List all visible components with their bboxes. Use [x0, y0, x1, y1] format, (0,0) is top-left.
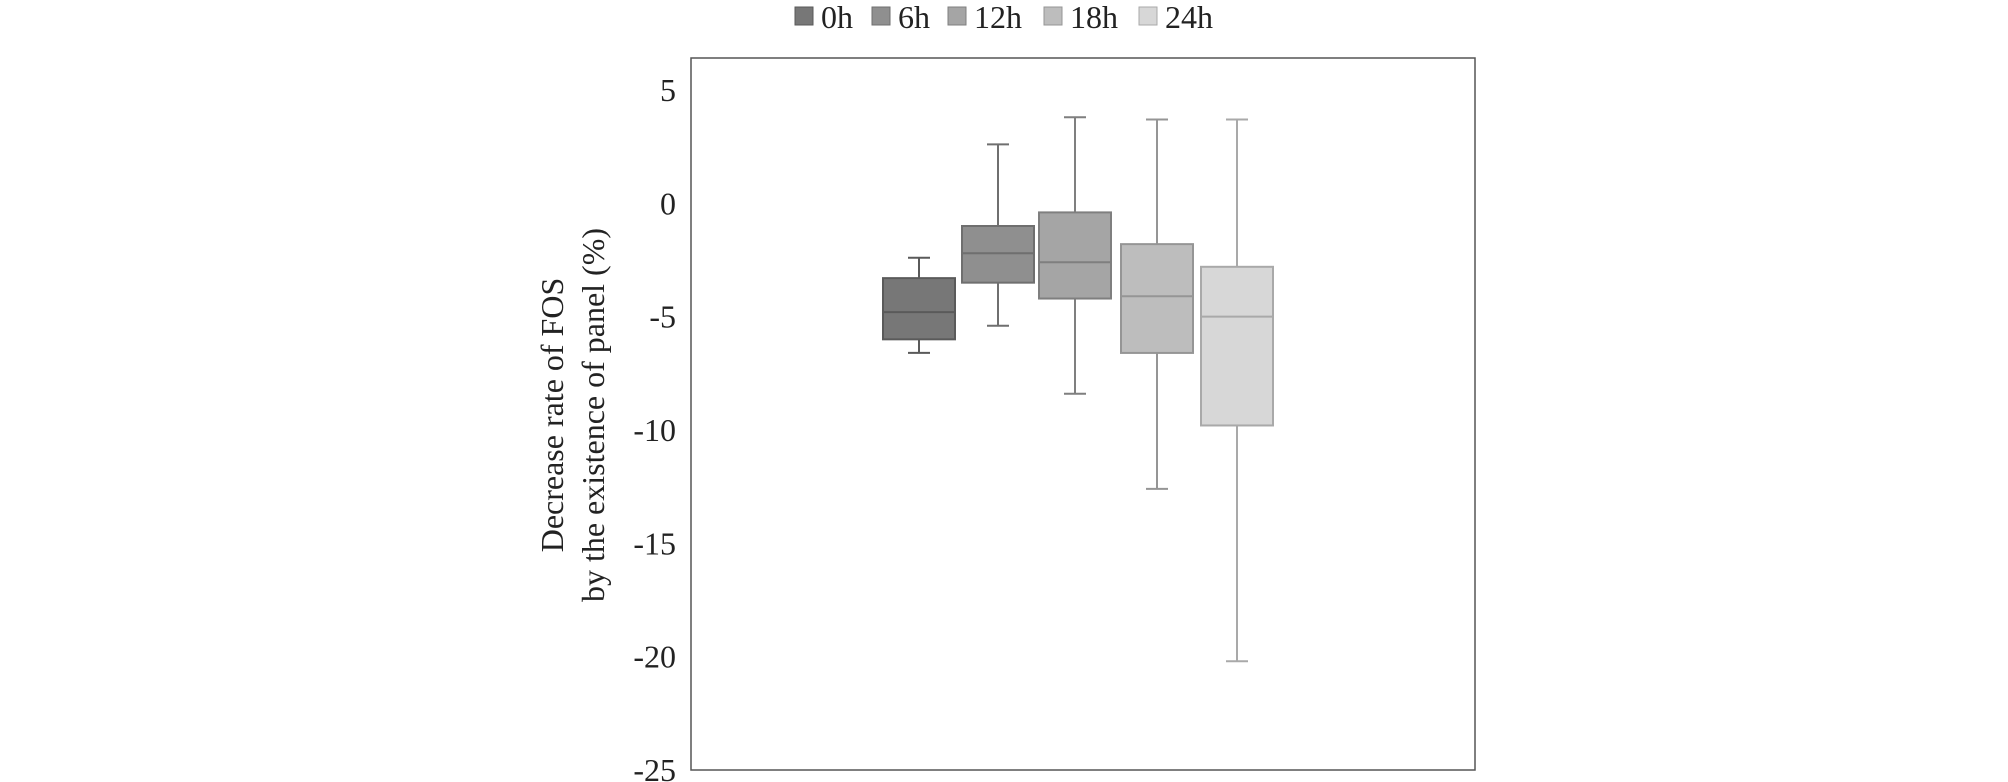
plot-area-frame [690, 57, 1476, 771]
legend-swatch [1043, 6, 1063, 26]
y-axis-ticks: 5 0 -5 -10 -15 -20 -25 [633, 72, 676, 782]
legend-label: 0h [821, 0, 853, 35]
legend-label: 24h [1165, 0, 1213, 35]
y-tick-label: -10 [633, 412, 676, 448]
box-12h [1038, 116, 1112, 395]
box-iqr [1120, 243, 1194, 354]
legend-swatch [871, 6, 891, 26]
y-tick-label: -5 [649, 299, 676, 335]
y-tick-label: -25 [633, 752, 676, 782]
y-tick-label: 0 [660, 185, 676, 221]
box-iqr [1038, 211, 1112, 300]
y-tick-label: -15 [633, 525, 676, 561]
box-0h [882, 256, 956, 354]
legend: 0h 6h 12h 18h 24h [794, 0, 1213, 35]
box-iqr [882, 277, 956, 341]
y-axis-title-line: Decrease rate of FOS [534, 278, 570, 553]
legend-label: 6h [898, 0, 930, 35]
box-18h [1120, 118, 1194, 490]
y-axis-title-line: by the existence of panel (%) [575, 228, 611, 602]
y-tick-label: 5 [660, 72, 676, 108]
box-iqr [1200, 265, 1274, 427]
box-6h [961, 143, 1035, 327]
legend-label: 18h [1070, 0, 1118, 35]
box-series [882, 116, 1274, 663]
box-iqr [961, 225, 1035, 284]
box-24h [1200, 118, 1274, 663]
legend-swatch [794, 6, 814, 26]
legend-swatch [1138, 6, 1158, 26]
y-tick-label: -20 [633, 639, 676, 675]
legend-label: 12h [974, 0, 1022, 35]
y-axis-title: Decrease rate of FOS by the existence of … [534, 228, 611, 602]
legend-swatch [947, 6, 967, 26]
